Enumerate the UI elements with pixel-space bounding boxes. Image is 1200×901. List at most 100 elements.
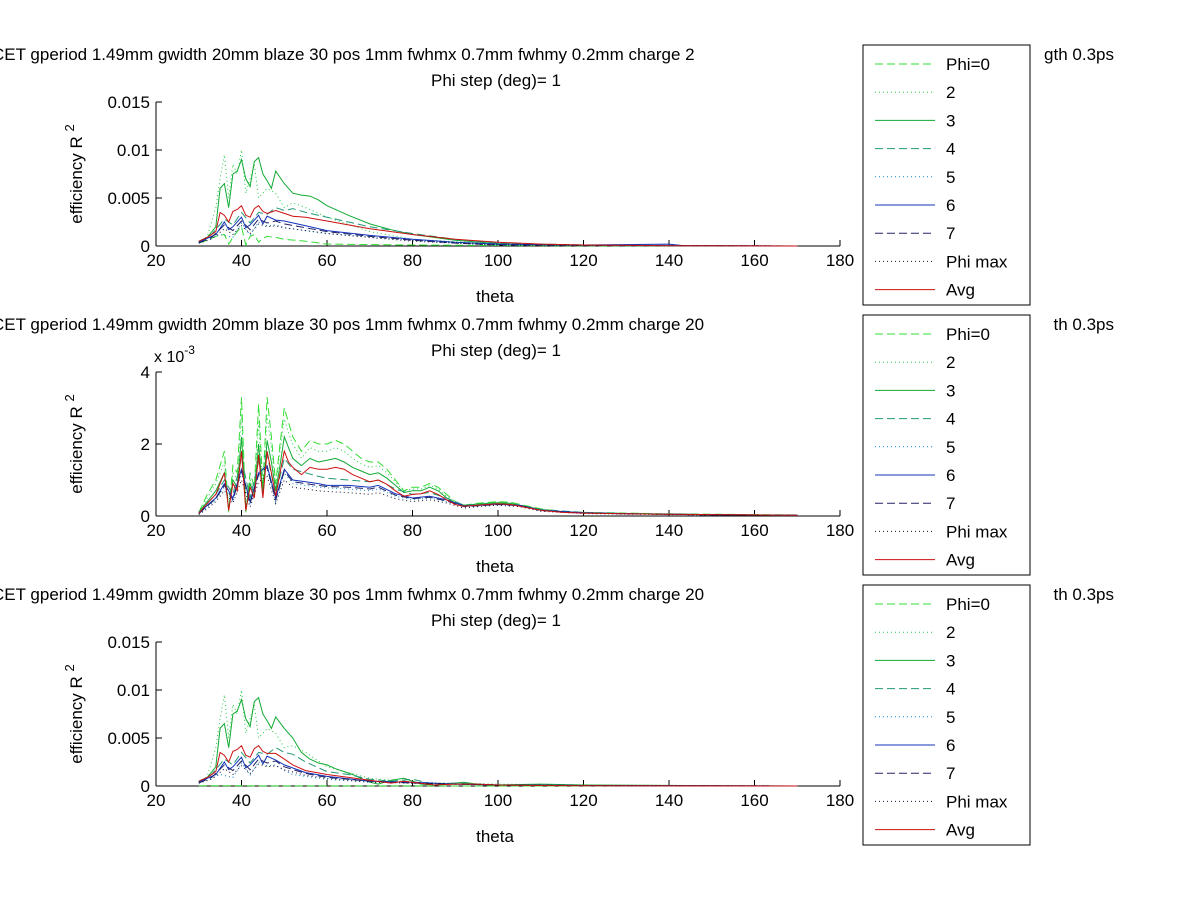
legend-label: 6 <box>946 196 955 215</box>
legend-label: 2 <box>946 83 955 102</box>
legend-label: 7 <box>946 764 955 783</box>
legend-label: 3 <box>946 381 955 400</box>
series-line-4 <box>198 747 798 787</box>
y-tick-label: 0 <box>141 237 150 256</box>
series-line-5 <box>198 221 798 247</box>
x-tick-label: 180 <box>826 521 854 540</box>
x-axis-label: theta <box>476 827 514 846</box>
legend: Phi=0 2 3 4 5 6 7 Phi max Avg <box>862 584 1031 846</box>
y-tick-label: 4 <box>141 363 150 382</box>
x-tick-label: 160 <box>740 521 768 540</box>
legend-label: 5 <box>946 708 955 727</box>
x-axis-label: theta <box>476 557 514 576</box>
x-tick-label: 100 <box>484 251 512 270</box>
legend-label: 5 <box>946 168 955 187</box>
y-tick-label: 0 <box>141 507 150 526</box>
chart-title: CET gperiod 1.49mm gwidth 20mm blaze 30 … <box>0 45 695 64</box>
x-tick-label: 60 <box>318 251 337 270</box>
legend-label: Phi max <box>946 522 1008 541</box>
y-tick-label: 2 <box>141 435 150 454</box>
series-line-phi-max <box>198 475 798 516</box>
x-tick-label: 20 <box>147 251 166 270</box>
series-line-6 <box>198 754 798 787</box>
x-tick-label: 140 <box>655 521 683 540</box>
series-line-phi-0 <box>198 397 798 516</box>
x-tick-label: 140 <box>655 791 683 810</box>
x-tick-label: 20 <box>147 791 166 810</box>
y-tick-label: 0.005 <box>107 189 150 208</box>
chart-title-tail: gth 0.3ps <box>1044 45 1114 64</box>
x-tick-label: 140 <box>655 251 683 270</box>
chart-title-tail: th 0.3ps <box>1054 585 1115 604</box>
legend-label: 4 <box>946 680 955 699</box>
legend: Phi=0 2 3 4 5 6 7 Phi max Avg <box>862 44 1031 306</box>
legend-label: 6 <box>946 466 955 485</box>
chart-subtitle: Phi step (deg)= 1 <box>431 71 561 90</box>
x-tick-label: 60 <box>318 791 337 810</box>
legend-box <box>862 44 1031 306</box>
chart-panel-3: CET gperiod 1.49mm gwidth 20mm blaze 30 … <box>0 584 1115 846</box>
series-group <box>198 397 798 516</box>
chart-subtitle: Phi step (deg)= 1 <box>431 611 561 630</box>
series-line-avg <box>198 449 798 516</box>
series-line-2 <box>198 689 798 787</box>
y-tick-label: 0.01 <box>117 141 150 160</box>
x-axis-label: theta <box>476 287 514 306</box>
x-tick-label: 60 <box>318 521 337 540</box>
legend-box <box>862 584 1031 846</box>
legend-label: 3 <box>946 111 955 130</box>
legend-label: 5 <box>946 438 955 457</box>
legend-label: Phi max <box>946 252 1008 271</box>
series-line-avg <box>198 744 798 787</box>
series-line-7 <box>198 218 798 247</box>
chart-title: CET gperiod 1.49mm gwidth 20mm blaze 30 … <box>0 585 704 604</box>
series-line-phi-0 <box>198 225 798 247</box>
y-tick-label: 0.005 <box>107 729 150 748</box>
series-line-avg <box>198 204 798 247</box>
chart-title-tail: th 0.3ps <box>1054 315 1115 334</box>
chart-subtitle: Phi step (deg)= 1 <box>431 341 561 360</box>
x-tick-label: 100 <box>484 791 512 810</box>
x-tick-label: 160 <box>740 791 768 810</box>
x-tick-label: 40 <box>232 521 251 540</box>
y-tick-label: 0 <box>141 777 150 796</box>
x-tick-label: 40 <box>232 251 251 270</box>
legend-label: Avg <box>946 551 975 570</box>
legend-label: 2 <box>946 623 955 642</box>
x-tick-label: 180 <box>826 251 854 270</box>
x-tick-label: 80 <box>403 791 422 810</box>
series-line-2 <box>198 149 798 247</box>
chart-panel-2: CET gperiod 1.49mm gwidth 20mm blaze 30 … <box>0 314 1115 576</box>
y-axis-label-superscript: 2 <box>62 124 77 131</box>
chart-panel-1: CET gperiod 1.49mm gwidth 20mm blaze 30 … <box>0 44 1114 306</box>
x-tick-label: 80 <box>403 521 422 540</box>
legend-label: 4 <box>946 410 955 429</box>
y-axis-label-superscript: 2 <box>62 394 77 401</box>
y-tick-label: 0.015 <box>107 93 150 112</box>
series-line-3 <box>198 156 798 247</box>
legend: Phi=0 2 3 4 5 6 7 Phi max Avg <box>862 314 1031 576</box>
series-group <box>198 149 798 247</box>
legend-label: 2 <box>946 353 955 372</box>
legend-label: Avg <box>946 281 975 300</box>
x-tick-label: 160 <box>740 251 768 270</box>
x-tick-label: 100 <box>484 521 512 540</box>
x-tick-label: 120 <box>569 791 597 810</box>
legend-label: 7 <box>946 494 955 513</box>
chart-title: CET gperiod 1.49mm gwidth 20mm blaze 30 … <box>0 315 704 334</box>
series-line-6 <box>198 214 798 247</box>
y-exponent-superscript: -3 <box>184 343 195 357</box>
legend-label: 6 <box>946 736 955 755</box>
legend-label: 3 <box>946 651 955 670</box>
series-line-7 <box>198 466 798 516</box>
y-tick-label: 0.015 <box>107 633 150 652</box>
legend-label: Avg <box>946 821 975 840</box>
x-tick-label: 120 <box>569 521 597 540</box>
y-axis-label-superscript: 2 <box>62 664 77 671</box>
legend-label: Phi=0 <box>946 55 990 74</box>
legend-box <box>862 314 1031 576</box>
x-tick-label: 180 <box>826 791 854 810</box>
y-tick-label: 0.01 <box>117 681 150 700</box>
x-tick-label: 40 <box>232 791 251 810</box>
